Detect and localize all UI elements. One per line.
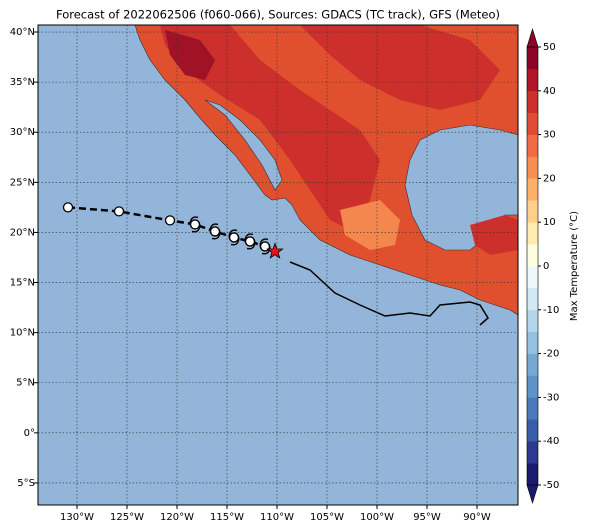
land — [134, 25, 518, 326]
yucatan-hot — [470, 215, 518, 255]
y-tick-label: 10°N — [10, 328, 35, 339]
colorbar-tick-label: -30 — [543, 392, 559, 403]
y-tick-label: 15°N — [10, 278, 35, 289]
track-point — [164, 215, 176, 226]
x-tick-label: 95°W — [413, 512, 441, 523]
colorbar-segment — [527, 441, 538, 464]
overlay — [38, 25, 518, 505]
colorbar-segment — [527, 397, 538, 420]
colorbar-tick-label: -20 — [543, 349, 559, 360]
inland-hot — [160, 25, 380, 230]
gulf-of-california — [204, 99, 283, 191]
map-title: Forecast of 2022062506 (f060-066), Sourc… — [56, 8, 500, 22]
current-position — [266, 242, 284, 259]
y-tick-label: 20°N — [10, 227, 35, 238]
y-tick-label: 35°N — [10, 77, 35, 88]
gdacs-swath — [289, 261, 489, 326]
track-line — [67, 206, 266, 248]
colorbar-segment — [527, 156, 538, 179]
colorbar-segment — [527, 375, 538, 398]
colorbar-segment — [527, 90, 538, 113]
y-tick-label: 0° — [24, 428, 35, 439]
colorbar-tick-label: 0 — [543, 261, 549, 272]
x-tick-label: 125°W — [110, 512, 144, 523]
colorbar-segment — [527, 419, 538, 442]
inland-hottest — [165, 30, 215, 80]
colorbar-segment — [527, 463, 538, 486]
map-frame — [37, 24, 519, 506]
colorbar-segment — [527, 266, 538, 289]
colorbar-tick-label: 20 — [543, 173, 556, 184]
highland-warm — [340, 200, 400, 250]
colorbar-extend-top — [526, 27, 539, 48]
y-tick-label: 40°N — [10, 27, 35, 38]
track-point — [189, 219, 201, 230]
track-point — [62, 202, 74, 213]
y-tick-label: 5°S — [17, 478, 35, 489]
x-tick-label: 90°W — [463, 512, 491, 523]
colorbar-segment — [527, 222, 538, 245]
y-tick-label: 5°N — [16, 378, 35, 389]
x-tick-label: 130°W — [60, 512, 94, 523]
x-tick-label: 110°W — [260, 512, 294, 523]
colorbar-extend-bottom — [526, 484, 539, 505]
y-tick-label: 30°N — [10, 127, 35, 138]
storm-symbol — [244, 233, 256, 250]
colorbar-segment — [527, 331, 538, 354]
colorbar-tick-label: -10 — [543, 305, 559, 316]
track-point — [113, 206, 125, 217]
colorbar-tick-label: 50 — [543, 42, 556, 53]
colorbar-segment — [527, 353, 538, 376]
colorbar-tick-label: -40 — [543, 436, 559, 447]
storm-symbol — [209, 223, 221, 240]
colorbar-segment — [527, 68, 538, 92]
storm-symbol — [259, 238, 271, 255]
x-tick-label: 120°W — [160, 512, 194, 523]
storm-symbol — [189, 216, 201, 233]
x-tick-label: 115°W — [210, 512, 244, 523]
track-point — [228, 232, 240, 243]
colorbar-tick-label: 30 — [543, 130, 556, 141]
colorbar-segment — [527, 112, 538, 135]
storm-symbol — [228, 229, 240, 246]
colorbar-segment — [527, 309, 538, 332]
colorbar-segment — [527, 244, 538, 267]
colorbar-label: Max Temperature (°C) — [569, 211, 580, 321]
colorbar-tick-label: 40 — [543, 86, 556, 97]
track-point — [209, 226, 221, 237]
inland-hot — [300, 25, 500, 110]
y-tick-label: 25°N — [10, 177, 35, 188]
colorbar-segment — [527, 134, 538, 157]
colorbar-tick-label: -50 — [543, 480, 559, 491]
track-point — [244, 236, 256, 247]
colorbar-segment — [527, 178, 538, 201]
x-tick-label: 105°W — [310, 512, 344, 523]
colorbar-segment — [527, 47, 538, 70]
colorbar-tick-label: 10 — [543, 217, 556, 228]
x-tick-label: 100°W — [360, 512, 394, 523]
colorbar-segment — [527, 287, 538, 311]
colorbar-segment — [527, 200, 538, 223]
